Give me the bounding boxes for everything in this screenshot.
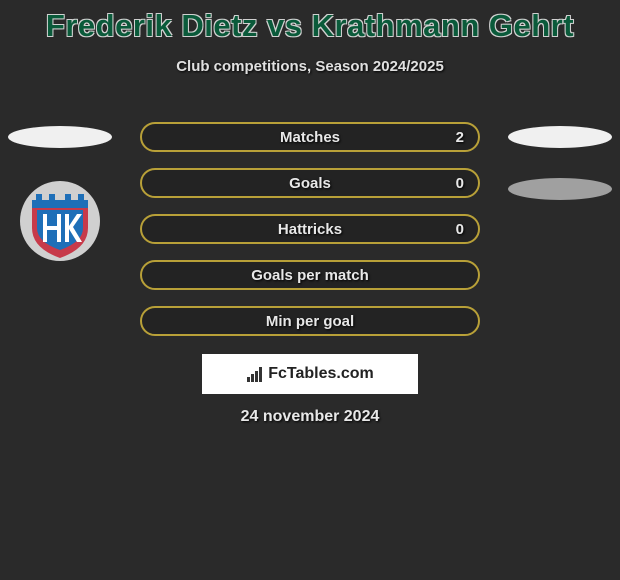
stat-row-hattricks: Hattricks 0 bbox=[140, 214, 480, 244]
stat-label: Matches bbox=[280, 129, 340, 146]
stat-row-goals-per-match: Goals per match bbox=[140, 260, 480, 290]
date-text: 24 november 2024 bbox=[0, 408, 620, 426]
logo-text: FcTables.com bbox=[268, 365, 374, 383]
club-badge bbox=[19, 180, 101, 262]
stat-value: 0 bbox=[456, 221, 464, 238]
stat-label: Hattricks bbox=[278, 221, 342, 238]
chart-icon bbox=[246, 365, 264, 383]
stat-label: Goals per match bbox=[251, 267, 369, 284]
right-player-oval-1 bbox=[508, 126, 612, 148]
page-title: Frederik Dietz vs Krathmann Gehrt bbox=[0, 0, 620, 44]
left-player-oval bbox=[8, 126, 112, 148]
stat-rows: Matches 2 Goals 0 Hattricks 0 Goals per … bbox=[140, 122, 480, 352]
stat-row-min-per-goal: Min per goal bbox=[140, 306, 480, 336]
subtitle: Club competitions, Season 2024/2025 bbox=[0, 58, 620, 75]
stat-label: Goals bbox=[289, 175, 331, 192]
stat-row-goals: Goals 0 bbox=[140, 168, 480, 198]
right-player-oval-2 bbox=[508, 178, 612, 200]
stat-value: 2 bbox=[456, 129, 464, 146]
fctables-logo: FcTables.com bbox=[202, 354, 418, 394]
stat-row-matches: Matches 2 bbox=[140, 122, 480, 152]
stat-label: Min per goal bbox=[266, 313, 354, 330]
stat-value: 0 bbox=[456, 175, 464, 192]
